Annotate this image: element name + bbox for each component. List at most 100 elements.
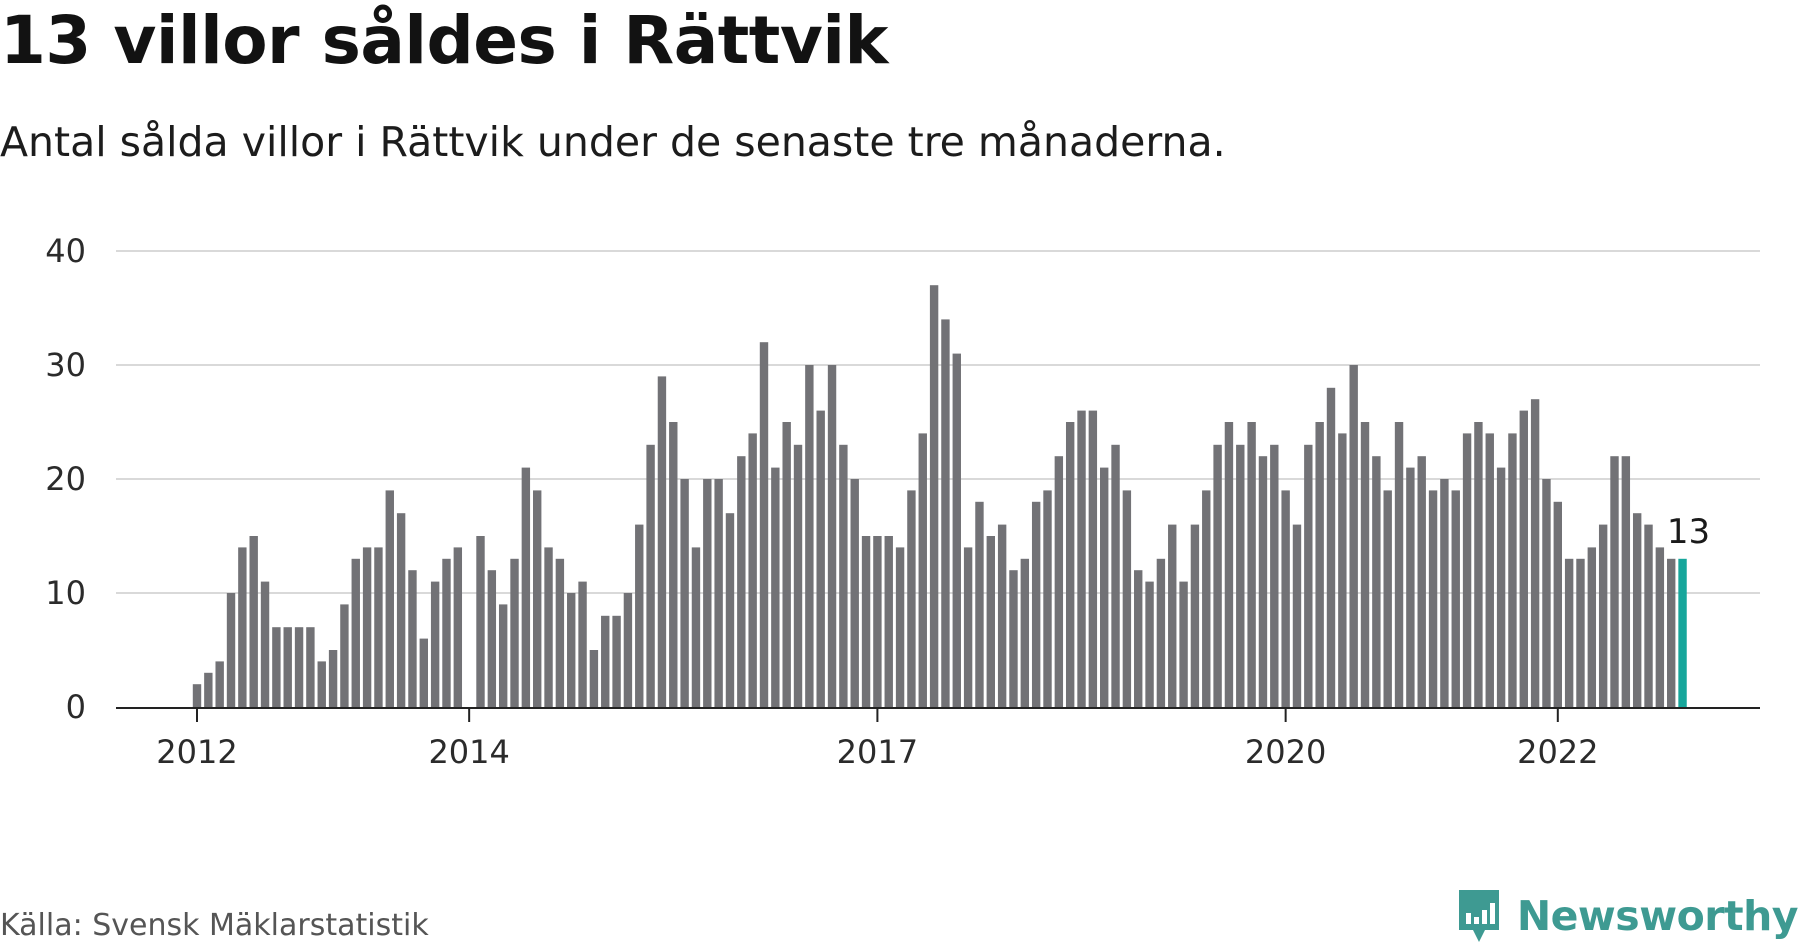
brand-name: Newsworthy (1516, 892, 1799, 940)
bar (453, 547, 463, 707)
bar (589, 650, 599, 707)
bar (918, 433, 927, 707)
bar (827, 365, 837, 707)
bar (1213, 444, 1222, 707)
bar (737, 456, 746, 707)
bar (1031, 501, 1041, 707)
bar (567, 593, 576, 707)
bar (192, 684, 202, 707)
bar (260, 581, 270, 707)
bar (975, 501, 984, 707)
bar (691, 547, 701, 707)
bar (952, 353, 961, 707)
bar (861, 536, 871, 707)
bar (782, 422, 791, 707)
x-axis-ticks: 2012 2014 2017 2020 2022 (156, 708, 1599, 771)
bar (623, 593, 633, 707)
bar (238, 547, 247, 707)
bar (1542, 479, 1551, 707)
bar (703, 479, 712, 707)
y-tick-label: 20 (45, 460, 86, 498)
bar (635, 524, 644, 707)
bar (226, 593, 236, 707)
bar (498, 604, 508, 707)
bar (306, 627, 315, 707)
bar (204, 672, 213, 707)
bar (1678, 558, 1687, 707)
bar (396, 513, 406, 707)
bar (1224, 422, 1234, 707)
bar (1576, 558, 1585, 707)
bar (1632, 513, 1642, 707)
bar (272, 627, 281, 707)
bar (929, 285, 939, 707)
bar (544, 547, 553, 707)
bars (192, 285, 1687, 707)
bar (1020, 558, 1030, 707)
bar (442, 558, 451, 707)
bar (1360, 422, 1370, 707)
bar (816, 410, 825, 707)
bar (249, 536, 258, 707)
bar (1281, 490, 1290, 707)
bar (1406, 467, 1415, 707)
bar (805, 365, 814, 707)
brand-logo: Newsworthy (1455, 886, 1799, 946)
bar (1394, 422, 1404, 707)
y-tick-label: 40 (45, 232, 86, 270)
bar (1077, 410, 1086, 707)
bar (1440, 479, 1449, 707)
bar (521, 467, 531, 707)
bar (1156, 558, 1166, 707)
bar (215, 661, 224, 707)
bar (1247, 422, 1256, 707)
bar (1338, 433, 1347, 707)
bar (317, 661, 326, 707)
bar (1190, 524, 1200, 707)
bar (1315, 422, 1324, 707)
bar (1202, 490, 1211, 707)
bar (1111, 444, 1120, 707)
bar (1644, 524, 1653, 707)
source-credit: Källa: Svensk Mäklarstatistik (0, 908, 429, 943)
bar (385, 490, 394, 707)
bar (374, 547, 383, 707)
bar (1168, 524, 1177, 707)
bar (328, 650, 338, 707)
bar (986, 536, 995, 707)
bar (1349, 365, 1358, 707)
bar (1122, 490, 1132, 707)
bar (1179, 581, 1188, 707)
bar (850, 479, 859, 707)
bar (1088, 410, 1098, 707)
bar (1326, 387, 1336, 707)
x-tick-label: 2017 (837, 733, 918, 771)
bar (1009, 570, 1018, 707)
bar (669, 422, 678, 707)
bar (612, 615, 621, 707)
bar (1372, 456, 1381, 707)
bar (578, 581, 587, 707)
bar (1383, 490, 1392, 707)
highlight-value-label: 13 (1667, 512, 1710, 552)
bar (555, 558, 565, 707)
bar (533, 490, 542, 707)
bar (362, 547, 372, 707)
bar (601, 615, 610, 707)
bar (714, 479, 723, 707)
bar (1258, 456, 1268, 707)
y-tick-label: 10 (45, 574, 86, 612)
bar (1100, 467, 1109, 707)
bar (680, 479, 689, 707)
bar (646, 444, 655, 707)
bar (1610, 456, 1619, 707)
bar (1236, 444, 1245, 707)
bar (1304, 444, 1313, 707)
bar (1054, 456, 1064, 707)
bar (1496, 467, 1506, 707)
bar (1451, 490, 1460, 707)
chart-subtitle: Antal sålda villor i Rättvik under de se… (0, 118, 1226, 166)
bar (1519, 410, 1528, 707)
bar (430, 581, 440, 707)
bar (510, 558, 519, 707)
